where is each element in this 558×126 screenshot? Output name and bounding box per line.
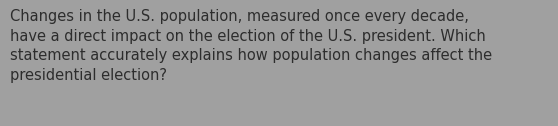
Text: Changes in the U.S. population, measured once every decade,
have a direct impact: Changes in the U.S. population, measured… [10,9,492,83]
